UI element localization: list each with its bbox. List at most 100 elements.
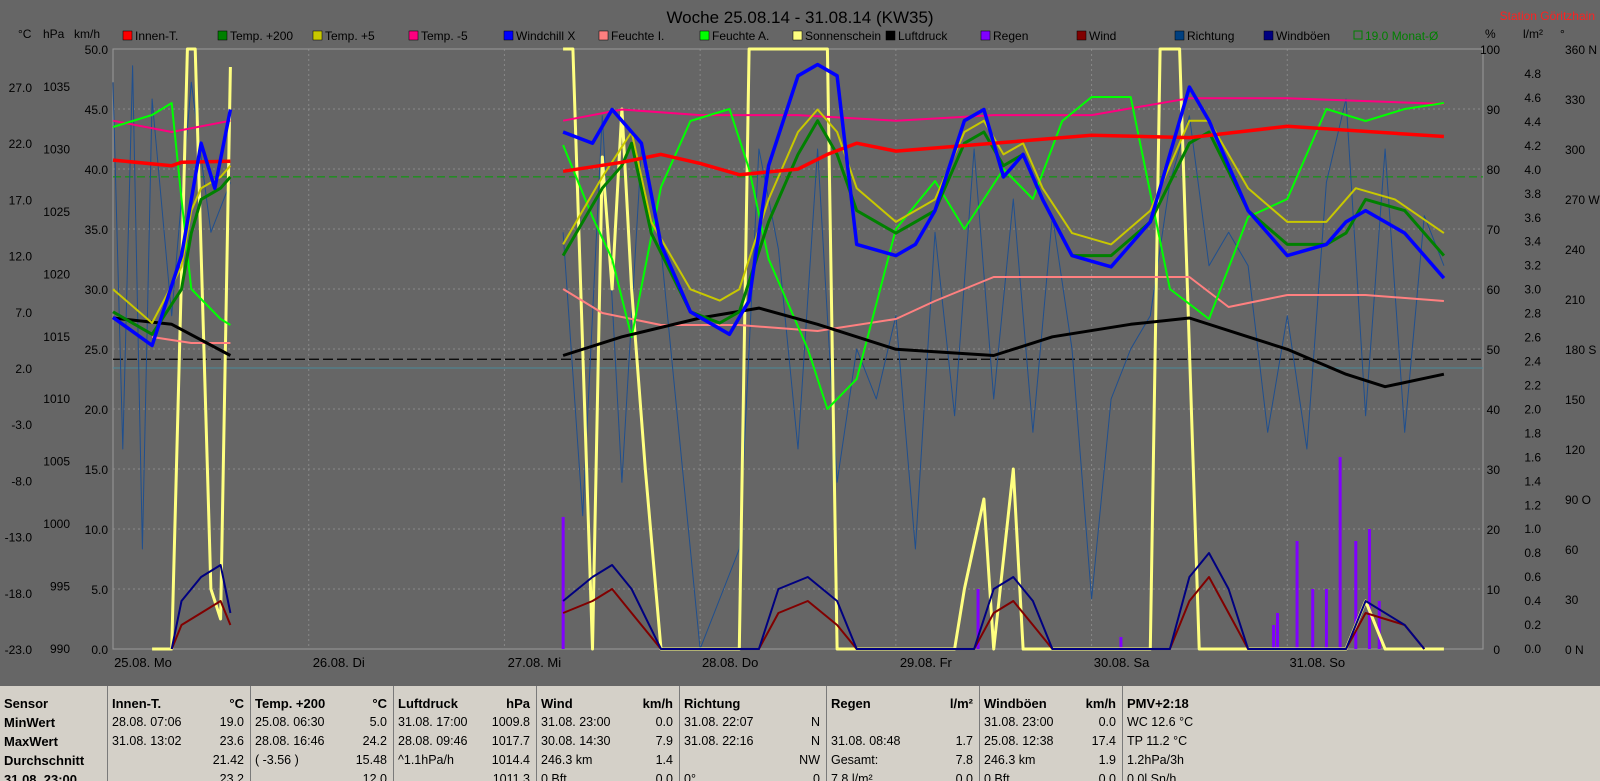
rain-tick-label: 1.2 bbox=[1524, 498, 1541, 512]
temp200-current: 12.0 bbox=[362, 772, 387, 781]
wind-avg-value: 1.4 bbox=[655, 753, 673, 767]
luft-max-time: 28.08. 09:46 bbox=[398, 734, 468, 748]
rain-tick-label: 1.0 bbox=[1524, 522, 1541, 536]
x-tick-label: 26.08. Di bbox=[313, 655, 365, 670]
regen-header: Regen bbox=[831, 696, 871, 711]
regen-max-time: 31.08. 08:48 bbox=[831, 734, 901, 748]
boeen-current: 0.0 bbox=[1098, 772, 1116, 781]
wind-header: Wind bbox=[541, 696, 573, 711]
rain-bar bbox=[1377, 601, 1381, 649]
unit-wind: km/h bbox=[74, 27, 100, 41]
rain-tick-label: 1.4 bbox=[1524, 474, 1541, 488]
temp200-max-value: 24.2 bbox=[362, 734, 387, 748]
temp200-unit: °C bbox=[372, 696, 387, 711]
sensor-header: Sensor bbox=[4, 696, 49, 711]
rain-bar bbox=[1295, 541, 1299, 649]
rain-bar bbox=[1324, 589, 1328, 649]
humidity-tick-label: 60 bbox=[1487, 283, 1501, 297]
pressure-tick-label: 1025 bbox=[43, 205, 70, 219]
series-line-windboeen bbox=[170, 564, 232, 650]
pmv-snow: 0.0l Sn/h bbox=[1127, 772, 1177, 781]
series-line-wind bbox=[170, 600, 232, 650]
rain-tick-label: 0.2 bbox=[1524, 618, 1541, 632]
temp-tick-label: 17.0 bbox=[9, 193, 33, 207]
legend-swatch bbox=[792, 30, 803, 41]
legend-swatch bbox=[408, 30, 419, 41]
x-tick-label: 25.08. Mo bbox=[114, 655, 172, 670]
pressure-tick-label: 1035 bbox=[43, 80, 70, 94]
temp-tick-label: 2.0 bbox=[15, 362, 32, 376]
wind-current: 0.0 bbox=[655, 772, 673, 781]
min-label: MinWert bbox=[4, 715, 56, 730]
legend-swatch bbox=[980, 30, 991, 41]
rain-bar bbox=[1119, 637, 1123, 649]
rain-tick-label: 1.8 bbox=[1524, 426, 1541, 440]
direction-tick-label: 150 bbox=[1565, 393, 1585, 407]
col-sensor: Sensor MinWert MaxWert Durchschnitt 31.0… bbox=[0, 686, 108, 781]
direction-tick-label: 240 bbox=[1565, 243, 1585, 257]
richt-current: 0 bbox=[813, 772, 820, 781]
boeen-min-value: 0.0 bbox=[1098, 715, 1116, 729]
x-tick-label: 29.08. Fr bbox=[900, 655, 953, 670]
col-boeen: Windböen km/h 31.08. 23:00 0.0 25.08. 12:3… bbox=[980, 686, 1123, 781]
series-line-richtung bbox=[112, 65, 231, 550]
unit-temp: °C bbox=[18, 27, 32, 41]
innen-min-value: 19.0 bbox=[219, 715, 244, 729]
series-line-luftdruck bbox=[112, 316, 232, 357]
richt-min-time: 31.08. 22:07 bbox=[684, 715, 754, 729]
legend-label: Temp. +200 bbox=[230, 29, 293, 43]
chart-svg: 27.0 22.0 17.0 12.0 7.0 2.0 -3.0 -8.0 -13.0 -18.0… bbox=[5, 8, 1600, 670]
col-pmv: PMV+2:18 WC 12.6 °C TP 11.2 °C 1.2hPa/3h… bbox=[1123, 686, 1599, 781]
legend-label: Feuchte A. bbox=[712, 29, 769, 43]
temp-tick-label: -3.0 bbox=[11, 418, 32, 432]
rain-bar bbox=[1272, 625, 1276, 649]
rain-bar bbox=[1354, 541, 1358, 649]
temp200-min-time: 25.08. 06:30 bbox=[255, 715, 325, 729]
richt-min-value: N bbox=[810, 715, 820, 729]
luft-min-time: 31.08. 17:00 bbox=[398, 715, 468, 729]
legend-swatch bbox=[1174, 30, 1185, 41]
rain-tick-label: 2.4 bbox=[1524, 355, 1541, 369]
rain-bar bbox=[1276, 613, 1279, 649]
humidity-tick-label: 50 bbox=[1487, 343, 1501, 357]
series-line-luftdruck bbox=[562, 306, 1445, 389]
luft-unit: hPa bbox=[506, 696, 530, 711]
wind-min-time: 31.08. 23:00 bbox=[541, 715, 611, 729]
boeen-min-time: 31.08. 23:00 bbox=[984, 715, 1054, 729]
humidity-tick-label: 0 bbox=[1493, 643, 1500, 657]
legend-swatch bbox=[1263, 30, 1274, 41]
innen-current: 23.2 bbox=[219, 772, 244, 781]
wind-tick-label: 35.0 bbox=[85, 223, 109, 237]
humidity-tick-label: 100 bbox=[1480, 43, 1500, 57]
series-line-feuchteA bbox=[562, 96, 1445, 410]
wind-tick-label: 20.0 bbox=[85, 403, 109, 417]
pressure-tick-label: 1015 bbox=[43, 330, 70, 344]
series-line-tempm5 bbox=[562, 97, 1444, 122]
station-name: Station Göritzhain bbox=[1500, 9, 1595, 23]
rain-tick-label: 4.0 bbox=[1524, 163, 1541, 177]
col-richtung: Richtung 31.08. 22:07 N 31.08. 22:16 N NW … bbox=[680, 686, 827, 781]
legend-label: Regen bbox=[993, 29, 1028, 43]
wind-bft: 0 Bft bbox=[541, 772, 567, 781]
direction-tick-label: 210 bbox=[1565, 293, 1585, 307]
temp-tick-label: -8.0 bbox=[11, 474, 32, 488]
series-line-feuchteA bbox=[112, 102, 231, 326]
regen-sum: 7.8 l/m² bbox=[831, 772, 873, 781]
humidity-tick-label: 70 bbox=[1487, 223, 1501, 237]
rain-tick-label: 0.6 bbox=[1524, 570, 1541, 584]
regen-total-label: Gesamt: bbox=[831, 753, 879, 767]
pressure-tick-label: 1000 bbox=[43, 517, 70, 531]
pressure-tick-label: 1005 bbox=[43, 455, 70, 469]
wind-tick-label: 10.0 bbox=[85, 523, 109, 537]
unit-humidity: % bbox=[1485, 27, 1496, 41]
temp-tick-label: 12.0 bbox=[9, 250, 33, 264]
unit-rain: l/m² bbox=[1523, 27, 1543, 41]
rain-tick-label: 0.0 bbox=[1524, 642, 1541, 656]
innen-avg-value: 21.42 bbox=[212, 753, 244, 767]
pressure-tick-label: 990 bbox=[50, 642, 70, 656]
temp-tick-label: -18.0 bbox=[5, 587, 33, 601]
legend-label: Windchill X bbox=[516, 29, 575, 43]
direction-tick-label: 30 bbox=[1565, 593, 1579, 607]
series-line-temp5 bbox=[112, 165, 232, 324]
boeen-max-value: 17.4 bbox=[1091, 734, 1116, 748]
